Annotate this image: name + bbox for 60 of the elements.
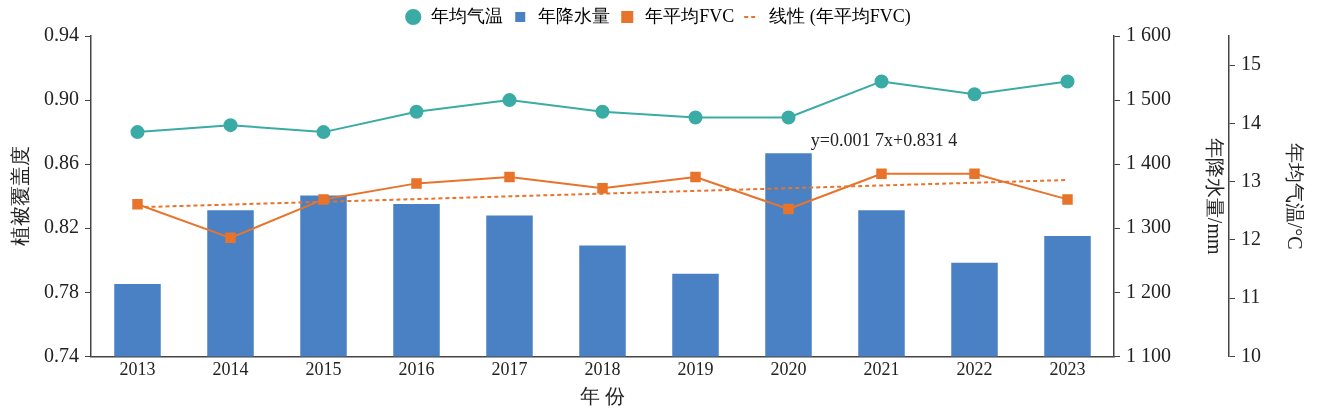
point [783, 203, 794, 215]
y3-tick-label: 14 [1241, 110, 1261, 133]
point [690, 171, 701, 183]
legend-label: 年均气温 [431, 5, 504, 26]
point [876, 168, 887, 180]
point [318, 194, 329, 205]
x-axis-title: 年 份 [580, 385, 625, 408]
y2-tick-label: 1 500 [1126, 87, 1171, 110]
x-tick-label: 2017 [491, 358, 528, 379]
point [132, 198, 143, 210]
y3-tick-label: 10 [1241, 343, 1261, 366]
x-tick-label: 2019 [677, 358, 714, 379]
point [969, 168, 980, 180]
x-tick-label: 2016 [398, 358, 435, 379]
y2-tick-label: 1 100 [1126, 343, 1171, 366]
point [130, 125, 145, 140]
x-tick-label: 2022 [956, 358, 993, 379]
point [504, 171, 515, 183]
point [781, 110, 796, 125]
y-tick-label: 0.86 [44, 151, 79, 174]
y-tick-label: 0.90 [44, 87, 79, 110]
point [223, 118, 238, 133]
x-tick-label: 2023 [1049, 358, 1086, 379]
y-tick-label: 0.94 [44, 23, 79, 46]
y-tick-label: 0.74 [44, 343, 79, 366]
y2-tick-label: 1 200 [1126, 279, 1171, 302]
x-tick-label: 2021 [863, 358, 900, 379]
y2-tick-label: 1 400 [1126, 151, 1171, 174]
point [1060, 74, 1075, 89]
x-tick-label: 2015 [305, 358, 342, 379]
point [874, 74, 889, 89]
y2-tick-label: 1 300 [1126, 215, 1171, 238]
point [316, 125, 331, 140]
x-tick-label: 2013 [119, 358, 156, 379]
y3-tick-label: 15 [1241, 52, 1261, 75]
point [225, 232, 236, 244]
point [595, 104, 610, 119]
y-tick-label: 0.82 [44, 215, 79, 238]
x-tick-label: 2014 [212, 358, 249, 379]
y2-tick-label: 1 600 [1126, 23, 1171, 46]
x-tick-label: 2020 [770, 358, 807, 379]
y-tick-label: 0.78 [44, 279, 79, 302]
point [597, 182, 608, 194]
y3-tick-label: 12 [1241, 227, 1261, 250]
legend-label: 年平均FVC [645, 5, 735, 26]
y3-axis-title: 年均气温/°C [1283, 142, 1306, 250]
y-axis-title: 植被覆盖度 [9, 146, 32, 247]
annotation: y=0.001 7x+0.831 4 [810, 130, 958, 151]
point [688, 110, 703, 125]
point [1062, 194, 1073, 205]
legend-label: 线性 (年平均FVC) [769, 5, 911, 27]
point [409, 104, 424, 119]
legend-label: 年降水量 [538, 5, 611, 26]
x-tick-label: 2018 [584, 358, 621, 379]
point [967, 87, 982, 102]
y2-axis-title: 年降水量/mm [1203, 137, 1226, 255]
point [411, 178, 422, 189]
point [502, 93, 517, 108]
y3-tick-label: 11 [1241, 285, 1261, 308]
y3-tick-label: 13 [1241, 168, 1261, 191]
